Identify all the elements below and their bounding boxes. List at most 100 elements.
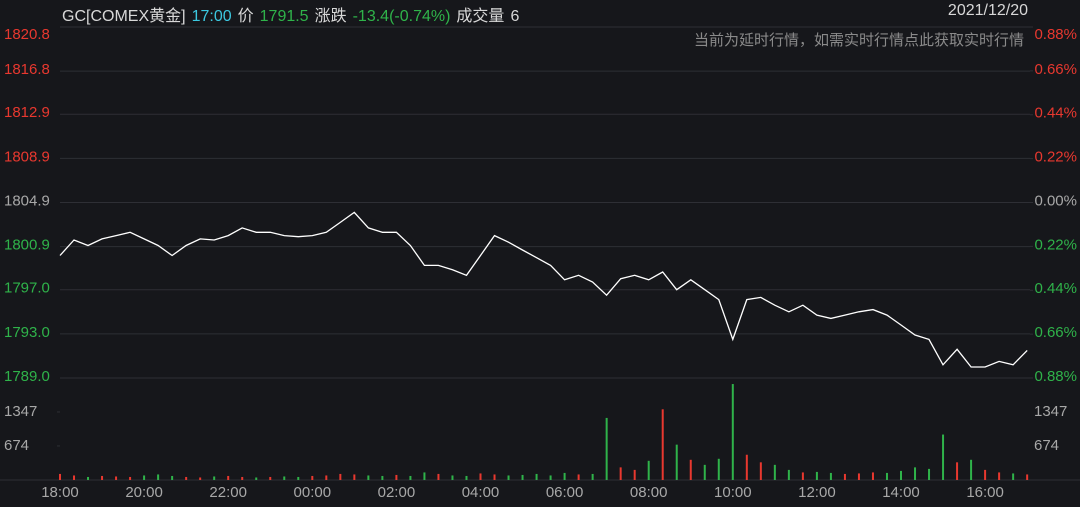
volume-bar <box>563 472 566 480</box>
volume-bar <box>395 474 398 480</box>
volume-tick-label: 1347 <box>4 403 37 420</box>
volume-bar <box>339 473 342 480</box>
volume-bar <box>577 474 580 480</box>
volume-bar <box>115 476 118 480</box>
volume-bar <box>171 475 174 480</box>
volume-bar <box>745 454 748 480</box>
y2-tick-label: 0.44% <box>1034 105 1077 122</box>
volume-bar <box>521 474 524 480</box>
volume-bar <box>157 474 160 480</box>
volume-bar <box>1012 473 1015 480</box>
volume-bar <box>998 472 1001 480</box>
volume-bar <box>241 476 244 480</box>
volume-bar <box>984 469 987 480</box>
volume-bar <box>829 472 832 480</box>
y2-tick-label: 0.22% <box>1034 149 1077 166</box>
x-tick-label: 10:00 <box>714 484 752 501</box>
y2-tick-label: 0.22% <box>1034 236 1077 253</box>
volume-bar <box>731 384 734 480</box>
price-line <box>59 211 1028 368</box>
volume: 6 <box>510 8 520 25</box>
volume-bar <box>185 476 188 480</box>
volume-bar <box>633 469 636 480</box>
price: 1791.5 <box>259 8 309 25</box>
y-tick-label: 1789.0 <box>4 368 50 385</box>
volume-bar <box>661 409 664 480</box>
volume-bar <box>535 473 538 480</box>
volume-bar <box>73 475 76 480</box>
x-tick-label: 00:00 <box>294 484 332 501</box>
volume-bar <box>801 472 804 480</box>
volume-bar <box>1026 474 1029 480</box>
volume-bar <box>213 476 216 480</box>
x-tick-label: 08:00 <box>630 484 668 501</box>
volume-bar <box>255 477 258 480</box>
volume-tick-label-right: 674 <box>1034 437 1059 454</box>
volume-bar <box>928 468 931 480</box>
volume-bar <box>675 444 678 480</box>
volume-bar <box>479 473 482 480</box>
volume-bar <box>353 474 356 480</box>
delay-note[interactable]: 当前为延时行情，如需实时行情点此获取实时行情 <box>693 32 1024 49</box>
volume-label: 成交量 <box>456 8 505 25</box>
y2-tick-label: 0.66% <box>1034 61 1077 78</box>
x-tick-label: 20:00 <box>125 484 163 501</box>
volume-bar <box>759 462 762 480</box>
volume-tick-label-right: 1347 <box>1034 403 1067 420</box>
volume-bar <box>409 475 412 480</box>
volume-bar <box>773 464 776 480</box>
volume-bar <box>59 473 61 480</box>
x-tick-label: 14:00 <box>882 484 920 501</box>
y-tick-label: 1797.0 <box>4 280 50 297</box>
time: 17:00 <box>191 8 232 25</box>
volume-bar <box>815 471 818 480</box>
volume-bar <box>871 472 874 480</box>
volume-bar <box>717 458 720 480</box>
y2-tick-label: 0.88% <box>1034 368 1077 385</box>
volume-tick-label: 674 <box>4 437 29 454</box>
x-tick-label: 02:00 <box>378 484 416 501</box>
volume-bar <box>900 470 902 480</box>
volume-bar <box>451 475 454 480</box>
volume-bar <box>129 476 132 480</box>
volume-bar <box>199 477 202 480</box>
price-label: 价 <box>237 8 254 25</box>
volume-bar <box>647 460 650 480</box>
y2-tick-label: 0.44% <box>1034 280 1077 297</box>
y2-tick-label: 0.00% <box>1034 192 1077 209</box>
volume-bar <box>619 467 622 480</box>
header: GC[COMEX黄金] 17:00 价 1791.5 涨跌 -13.4(-0.74%) 成交… <box>62 2 525 26</box>
volume-bar <box>367 475 370 480</box>
volume-bar <box>465 475 468 480</box>
x-tick-label: 04:00 <box>462 484 500 501</box>
volume-bar <box>423 472 426 480</box>
volume-bar <box>311 475 314 480</box>
volume-bar <box>787 469 790 480</box>
volume-bar <box>87 476 90 480</box>
x-tick-label: 22:00 <box>209 484 247 501</box>
x-tick-label: 16:00 <box>966 484 1004 501</box>
volume-bar <box>269 476 272 480</box>
volume-bar <box>549 475 552 480</box>
volume-bar <box>227 475 230 480</box>
symbol: GC[COMEX黄金] <box>62 8 186 25</box>
x-tick-label: 18:00 <box>41 484 79 501</box>
volume-bar <box>689 459 692 480</box>
date: 2021/12/20 <box>947 2 1028 19</box>
volume-bar <box>297 476 300 480</box>
volume-bar <box>857 473 860 480</box>
volume-bar <box>914 467 917 480</box>
volume-bar <box>605 417 608 480</box>
change-label: 涨跌 <box>314 8 347 25</box>
y-tick-label: 1793.0 <box>4 324 50 341</box>
volume-bar <box>493 474 496 480</box>
y2-tick-label: 0.66% <box>1034 324 1077 341</box>
volume-bar <box>283 476 286 480</box>
x-tick-label: 06:00 <box>546 484 584 501</box>
volume-bar <box>507 475 510 480</box>
volume-bar <box>942 434 945 480</box>
y-tick-label: 1808.9 <box>4 148 50 165</box>
change: -13.4(-0.74%) <box>352 8 451 25</box>
